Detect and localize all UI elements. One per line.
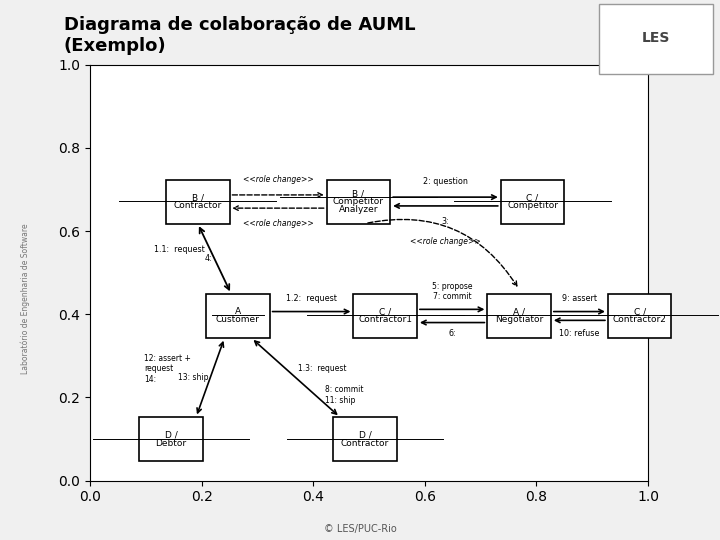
Text: B /: B / <box>192 193 204 202</box>
Text: 3:: 3: <box>441 217 449 226</box>
Text: 13: ship: 13: ship <box>178 373 208 382</box>
Text: Debtor: Debtor <box>156 438 186 448</box>
Text: D /: D / <box>165 431 177 440</box>
Text: B /: B / <box>352 189 364 198</box>
Text: 2: question: 2: question <box>423 177 468 186</box>
Text: Competitor: Competitor <box>507 201 558 210</box>
Text: Negotiator: Negotiator <box>495 315 544 325</box>
FancyBboxPatch shape <box>354 294 417 338</box>
Text: Contractor2: Contractor2 <box>613 315 667 325</box>
Text: C /: C / <box>379 307 391 316</box>
FancyBboxPatch shape <box>608 294 672 338</box>
Text: Contractor: Contractor <box>341 438 390 448</box>
FancyBboxPatch shape <box>327 179 390 224</box>
Text: <<role change>>: <<role change>> <box>410 237 481 246</box>
Text: 10: refuse: 10: refuse <box>559 329 600 338</box>
Text: D /: D / <box>359 431 372 440</box>
Text: Customer: Customer <box>216 315 260 325</box>
Text: Contractor1: Contractor1 <box>359 315 413 325</box>
FancyBboxPatch shape <box>487 294 551 338</box>
Text: 6:: 6: <box>449 329 456 338</box>
Text: C /: C / <box>526 193 539 202</box>
Text: 4:: 4: <box>204 254 212 263</box>
Text: A: A <box>235 307 241 316</box>
Text: © LES/PUC-Rio: © LES/PUC-Rio <box>323 524 397 534</box>
Text: A /: A / <box>513 307 525 316</box>
Text: 1.3:  request: 1.3: request <box>298 364 346 373</box>
Text: 1.2:  request: 1.2: request <box>286 294 337 303</box>
Text: Competitor: Competitor <box>333 197 384 206</box>
Text: LES: LES <box>642 31 670 45</box>
Text: Diagrama de colaboração de AUML
(Exemplo): Diagrama de colaboração de AUML (Exemplo… <box>64 16 415 55</box>
Text: 12: assert +
request
14:: 12: assert + request 14: <box>144 354 191 383</box>
FancyBboxPatch shape <box>206 294 270 338</box>
FancyBboxPatch shape <box>500 179 564 224</box>
Text: Contractor: Contractor <box>174 201 222 210</box>
Text: <<role change>>: <<role change>> <box>243 219 313 228</box>
Text: 5: propose
7: commit: 5: propose 7: commit <box>432 282 472 301</box>
Text: Analyzer: Analyzer <box>338 205 378 214</box>
FancyBboxPatch shape <box>139 417 203 461</box>
FancyBboxPatch shape <box>166 179 230 224</box>
FancyBboxPatch shape <box>333 417 397 461</box>
Text: 8: commit
11: ship: 8: commit 11: ship <box>325 386 364 405</box>
Text: C /: C / <box>634 307 646 316</box>
FancyBboxPatch shape <box>600 4 714 75</box>
Text: Laboratório de Engenharia de Software: Laboratório de Engenharia de Software <box>20 223 30 374</box>
Text: <<role change>>: <<role change>> <box>243 175 313 184</box>
Text: 9: assert: 9: assert <box>562 294 597 303</box>
Text: 1.1:  request: 1.1: request <box>154 246 205 254</box>
